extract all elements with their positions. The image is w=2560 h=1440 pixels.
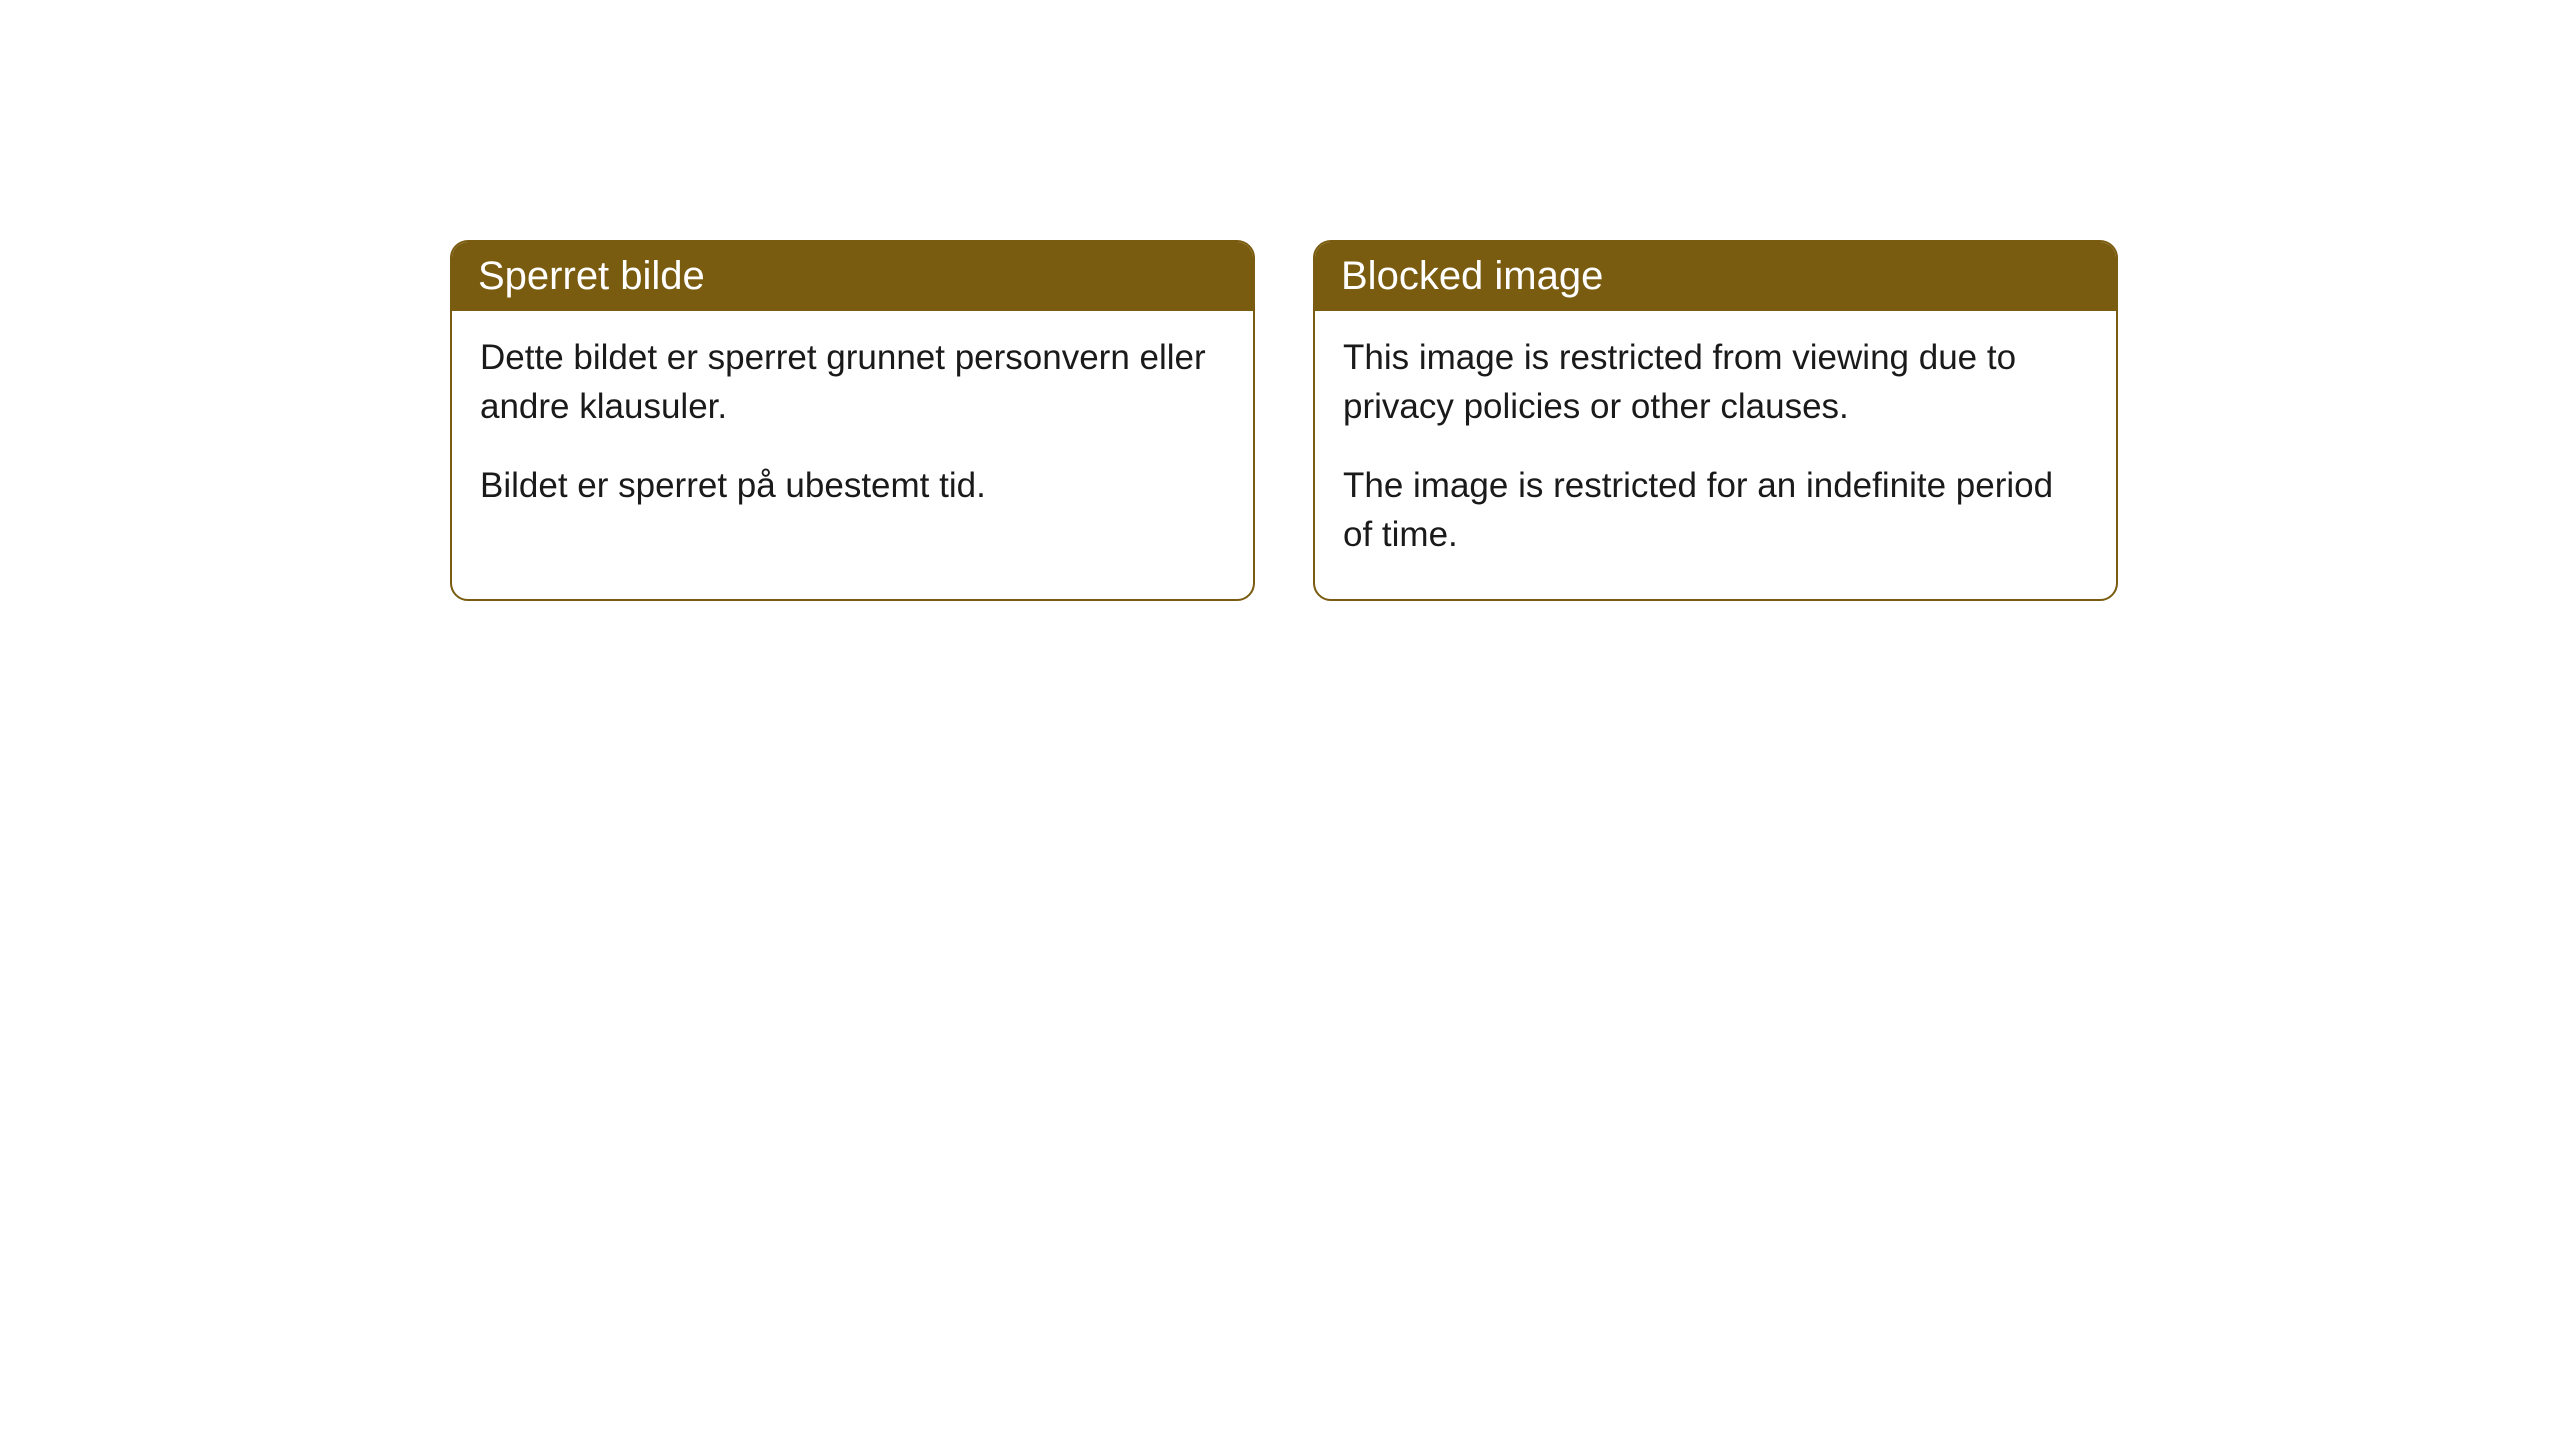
card-paragraph: Dette bildet er sperret grunnet personve… (480, 333, 1225, 431)
card-paragraph: Bildet er sperret på ubestemt tid. (480, 461, 1225, 510)
card-paragraph: The image is restricted for an indefinit… (1343, 461, 2088, 559)
card-body-norwegian: Dette bildet er sperret grunnet personve… (452, 311, 1253, 550)
notice-card-norwegian: Sperret bilde Dette bildet er sperret gr… (450, 240, 1255, 601)
card-header-english: Blocked image (1315, 242, 2116, 311)
card-body-english: This image is restricted from viewing du… (1315, 311, 2116, 599)
card-paragraph: This image is restricted from viewing du… (1343, 333, 2088, 431)
notice-container: Sperret bilde Dette bildet er sperret gr… (450, 240, 2118, 601)
card-title: Sperret bilde (478, 254, 705, 298)
card-header-norwegian: Sperret bilde (452, 242, 1253, 311)
card-title: Blocked image (1341, 254, 1603, 298)
notice-card-english: Blocked image This image is restricted f… (1313, 240, 2118, 601)
